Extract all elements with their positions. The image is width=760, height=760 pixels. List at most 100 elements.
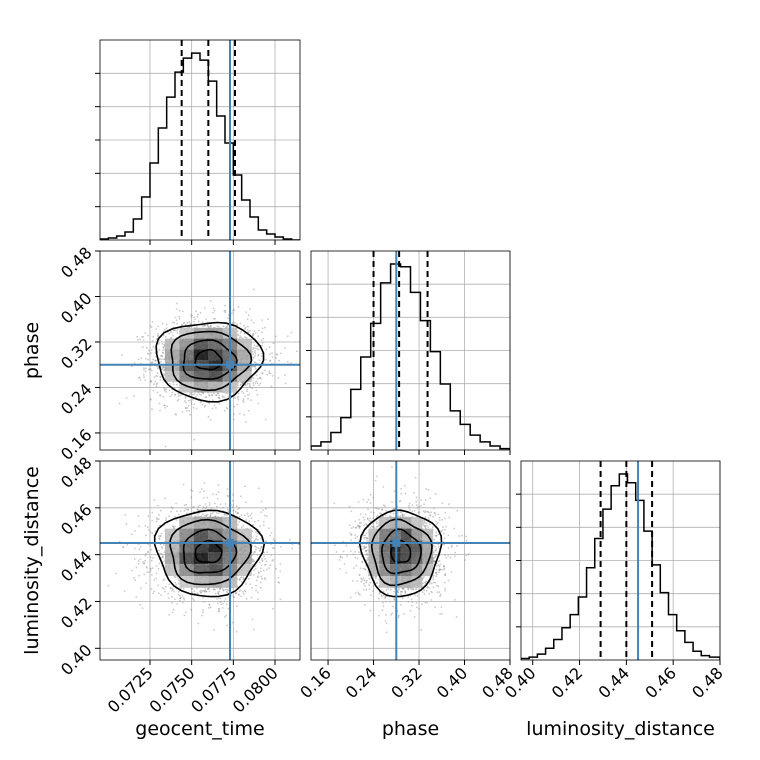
- sample-point: [275, 353, 278, 356]
- sample-point: [135, 596, 138, 598]
- sample-point: [237, 306, 240, 308]
- sample-point: [171, 611, 174, 614]
- sample-point: [190, 401, 193, 403]
- sample-point: [174, 515, 176, 518]
- sample-point: [263, 569, 265, 572]
- sample-point: [150, 559, 153, 562]
- truth-marker: [226, 538, 234, 547]
- sample-point: [244, 590, 247, 593]
- sample-point: [262, 509, 264, 511]
- sample-point: [151, 408, 153, 411]
- sample-point: [233, 308, 236, 311]
- sample-point: [147, 334, 150, 337]
- sample-point: [213, 404, 216, 407]
- sample-point: [134, 579, 137, 582]
- sample-point: [364, 604, 366, 606]
- sample-point: [261, 327, 264, 330]
- sample-point: [161, 354, 164, 357]
- sample-point: [178, 317, 181, 320]
- sample-point: [171, 507, 174, 510]
- sample-point: [237, 384, 239, 387]
- sample-point: [213, 309, 216, 312]
- sample-point: [227, 317, 229, 320]
- sample-point: [163, 387, 165, 390]
- sample-point: [162, 347, 165, 349]
- sample-point: [441, 518, 444, 521]
- sample-point: [257, 591, 259, 593]
- sample-point: [138, 525, 140, 528]
- sample-point: [365, 552, 368, 555]
- sample-point: [265, 348, 268, 351]
- sample-point: [216, 598, 218, 600]
- sample-point: [161, 355, 164, 358]
- sample-point: [435, 534, 438, 537]
- sample-point: [169, 587, 172, 589]
- sample-point: [131, 569, 133, 572]
- sample-point: [201, 590, 204, 592]
- density-cell: [179, 552, 194, 565]
- sample-point: [364, 546, 366, 549]
- sample-point: [199, 504, 201, 507]
- sample-point: [233, 322, 236, 324]
- sample-point: [223, 409, 226, 412]
- sample-point: [174, 393, 177, 396]
- sample-point: [240, 336, 243, 339]
- density-cell: [164, 540, 180, 553]
- sample-point: [168, 332, 171, 335]
- sample-point: [183, 504, 186, 507]
- sample-point: [181, 595, 184, 597]
- sample-point: [258, 384, 260, 387]
- sample-point: [151, 369, 153, 372]
- sample-point: [168, 515, 170, 518]
- sample-point: [268, 360, 271, 362]
- sample-point: [176, 330, 178, 332]
- sample-point: [257, 354, 259, 357]
- sample-point: [160, 594, 163, 596]
- sample-point: [277, 577, 280, 579]
- sample-point: [126, 543, 129, 546]
- sample-point: [185, 407, 187, 409]
- sample-point: [257, 572, 260, 574]
- sample-point: [231, 321, 234, 324]
- sample-point: [162, 352, 164, 354]
- sample-point: [135, 566, 138, 569]
- sample-point: [171, 391, 174, 394]
- sample-point: [182, 483, 185, 486]
- sample-point: [266, 551, 269, 553]
- sample-point: [177, 395, 180, 398]
- sample-point: [202, 392, 205, 395]
- sample-point: [184, 396, 187, 398]
- sample-point: [242, 398, 245, 401]
- sample-point: [133, 362, 136, 364]
- sample-point: [195, 396, 197, 398]
- sample-point: [177, 582, 180, 585]
- sample-point: [220, 600, 223, 603]
- sample-point: [133, 577, 136, 579]
- sample-point: [252, 382, 255, 384]
- sample-point: [158, 538, 161, 541]
- sample-point: [204, 590, 207, 593]
- sample-point: [297, 543, 300, 546]
- sample-point: [352, 579, 354, 582]
- sample-point: [209, 324, 212, 327]
- sample-point: [151, 321, 154, 323]
- sample-point: [252, 377, 255, 379]
- sample-point: [149, 325, 152, 327]
- sample-point: [196, 592, 199, 595]
- sample-point: [212, 493, 214, 496]
- sample-point: [177, 398, 180, 401]
- sample-point: [443, 537, 446, 539]
- sample-point: [233, 396, 236, 398]
- sample-point: [192, 393, 194, 396]
- sample-point: [435, 571, 437, 574]
- sample-point: [196, 509, 199, 511]
- sample-point: [199, 509, 202, 512]
- histogram-step-line: [100, 52, 300, 240]
- sample-point: [172, 525, 175, 527]
- sample-point: [194, 318, 197, 321]
- sample-point: [253, 520, 256, 523]
- sample-point: [255, 531, 257, 533]
- sample-point: [150, 326, 153, 328]
- sample-point: [199, 491, 202, 493]
- sample-point: [221, 506, 224, 509]
